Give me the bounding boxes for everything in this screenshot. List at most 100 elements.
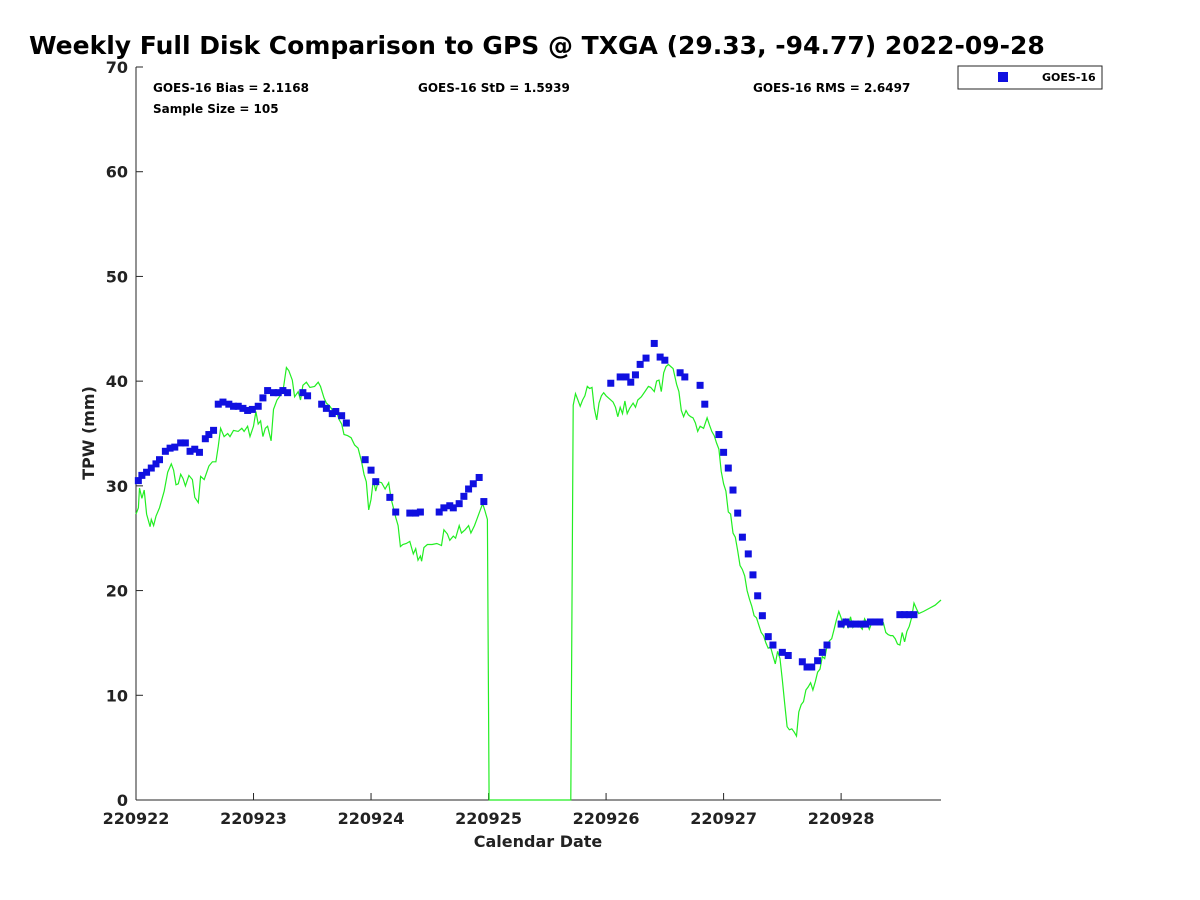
y-tick-label: 20	[106, 582, 128, 601]
goes16-point	[284, 389, 292, 397]
x-tick-label: 220928	[808, 809, 875, 828]
goes16-point	[744, 550, 752, 558]
stat-bias: GOES-16 Bias = 2.1168	[153, 81, 309, 95]
goes16-point	[734, 509, 742, 517]
goes16-point	[338, 412, 346, 420]
y-tick-label: 30	[106, 477, 128, 496]
goes16-point	[214, 400, 222, 408]
goes16-point	[754, 592, 762, 600]
goes16-point	[134, 477, 142, 485]
goes16-point	[823, 641, 831, 649]
goes16-point	[681, 373, 689, 381]
goes16-point	[248, 405, 256, 413]
stat-rms: GOES-16 RMS = 2.6497	[753, 81, 910, 95]
goes16-point	[661, 356, 669, 364]
goes16-point	[631, 371, 639, 379]
goes16-point	[191, 445, 199, 453]
goes16-point	[279, 387, 287, 395]
goes16-point	[837, 620, 845, 628]
goes16-point	[758, 612, 766, 620]
y-tick-label: 70	[106, 58, 128, 77]
goes16-point	[372, 478, 380, 486]
goes16-point	[896, 611, 904, 619]
goes16-point	[715, 431, 723, 439]
goes16-point	[304, 392, 312, 400]
goes16-point	[808, 663, 816, 671]
goes16-point	[607, 379, 615, 387]
goes16-point	[905, 611, 913, 619]
goes16-point	[219, 398, 227, 406]
goes16-point	[480, 498, 488, 506]
goes16-point	[166, 444, 174, 452]
stat-std: GOES-16 StD = 1.5939	[418, 81, 570, 95]
goes16-point	[455, 500, 463, 508]
goes16-point	[440, 504, 448, 512]
goes16-point	[406, 509, 414, 517]
series-goes	[134, 339, 918, 671]
chart-title: Weekly Full Disk Comparison to GPS @ TXG…	[29, 31, 1045, 60]
goes16-point	[367, 466, 375, 474]
goes16-point	[475, 473, 483, 481]
goes16-point	[392, 508, 400, 516]
x-tick-label: 220922	[103, 809, 170, 828]
legend-label-goes: GOES-16	[1042, 71, 1096, 84]
goes16-point	[177, 439, 185, 447]
goes16-point	[318, 400, 326, 408]
goes16-point	[627, 378, 635, 386]
goes16-point	[299, 389, 307, 397]
goes16-point	[871, 618, 879, 626]
goes16-point	[769, 641, 777, 649]
goes16-point	[650, 339, 658, 347]
goes16-point	[181, 439, 189, 447]
plot-area	[135, 67, 941, 801]
y-tick-label: 50	[106, 267, 128, 286]
goes16-point	[143, 468, 151, 476]
goes16-point	[842, 618, 850, 626]
goes16-point	[847, 620, 855, 628]
goes16-point	[138, 471, 146, 479]
x-tick-label: 220927	[690, 809, 757, 828]
x-ticks: 220922 220923 220924 220925 220926 220927 2209…	[103, 793, 875, 828]
goes16-point	[412, 509, 420, 517]
goes16-point	[676, 369, 684, 377]
goes16-point	[449, 504, 457, 512]
goes16-point	[460, 492, 468, 500]
goes16-point	[729, 486, 737, 494]
goes16-point	[244, 406, 252, 414]
stat-sample-size: Sample Size = 105	[153, 102, 279, 116]
goes16-point	[901, 611, 909, 619]
legend-marker-goes	[998, 72, 1008, 82]
goes16-point	[798, 658, 806, 666]
goes16-point	[210, 426, 218, 434]
goes16-point	[342, 419, 350, 427]
goes16-point	[642, 354, 650, 362]
goes16-point	[764, 633, 772, 641]
goes16-point	[656, 353, 664, 361]
goes16-point	[201, 435, 209, 443]
x-tick-label: 220924	[338, 809, 405, 828]
goes16-point	[161, 447, 169, 455]
goes16-point	[749, 571, 757, 579]
goes16-point	[784, 651, 792, 659]
goes16-point	[696, 381, 704, 389]
goes16-point	[778, 648, 786, 656]
y-tick-label: 0	[117, 791, 128, 810]
goes16-point	[195, 448, 203, 456]
goes16-point	[259, 394, 267, 402]
goes16-point	[205, 431, 213, 439]
goes16-point	[328, 410, 336, 418]
goes16-point	[322, 404, 330, 412]
goes16-point	[264, 387, 272, 395]
goes16-point	[910, 611, 918, 619]
goes16-point	[814, 657, 822, 665]
goes16-point	[818, 648, 826, 656]
goes16-point	[435, 508, 443, 516]
goes16-point	[616, 373, 624, 381]
goes16-point	[254, 402, 262, 410]
x-tick-label: 220925	[455, 809, 522, 828]
goes16-point	[469, 480, 477, 488]
goes16-point	[269, 389, 277, 397]
goes16-point	[171, 443, 179, 451]
legend-box	[957, 65, 1103, 90]
